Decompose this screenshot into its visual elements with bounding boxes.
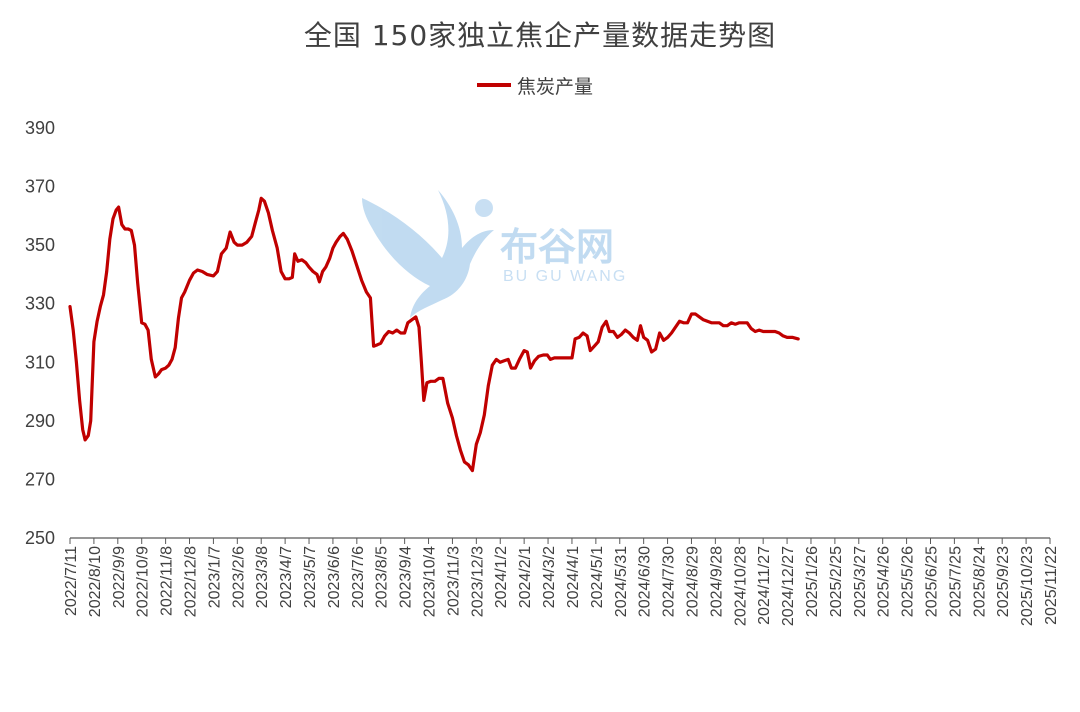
x-tick-label: 2023/6/6	[326, 546, 343, 608]
series-line-coke-output	[68, 196, 800, 473]
x-tick-label: 2024/12/27	[780, 546, 797, 626]
x-tick-label: 2023/12/3	[469, 546, 486, 617]
x-tick-label: 2024/1/2	[493, 546, 510, 608]
x-tick-label: 2023/3/8	[254, 546, 271, 608]
x-tick-label: 2025/1/26	[804, 546, 821, 617]
x-tick-label: 2024/9/28	[708, 546, 725, 617]
x-tick-label: 2022/10/9	[135, 546, 152, 617]
x-tick-label: 2025/5/26	[900, 546, 917, 617]
x-tick-label: 2023/10/4	[422, 546, 439, 617]
watermark: 布谷网 BU GU WANG	[362, 190, 627, 318]
x-tick-label: 2025/10/23	[1019, 546, 1036, 626]
x-tick-label: 2025/3/27	[852, 546, 869, 617]
x-tick-label: 2025/11/22	[1043, 546, 1060, 625]
x-tick-label: 2024/11/27	[756, 546, 773, 625]
x-tick-label: 2024/6/30	[637, 546, 654, 617]
y-tick-label: 270	[25, 469, 55, 489]
x-tick-label: 2025/6/25	[923, 546, 940, 617]
x-tick-label: 2022/12/8	[183, 546, 200, 617]
x-tick-label: 2023/5/7	[302, 546, 319, 608]
watermark-cn: 布谷网	[500, 225, 614, 269]
x-tick-label: 2023/8/5	[374, 546, 391, 608]
x-tick-label: 2023/7/6	[350, 546, 367, 608]
x-tick-label: 2024/4/1	[565, 546, 582, 608]
x-tick-label: 2022/9/9	[111, 546, 128, 608]
y-tick-label: 310	[25, 352, 55, 372]
x-tick-label: 2023/1/7	[206, 546, 223, 608]
x-tick-label: 2025/8/24	[971, 546, 988, 617]
x-tick-label: 2022/8/10	[87, 546, 104, 617]
x-tick-label: 2023/2/6	[230, 546, 247, 608]
x-tick-label: 2025/4/26	[876, 546, 893, 617]
series-layer	[68, 196, 800, 473]
legend-label: 焦炭产量	[517, 75, 594, 98]
x-tick-label: 2024/7/30	[661, 546, 678, 617]
y-tick-label: 390	[25, 118, 55, 138]
legend: 焦炭产量	[477, 72, 593, 98]
watermark-en: BU GU WANG	[503, 268, 627, 285]
chart-title: 全国 150家独立焦企产量数据走势图	[303, 19, 777, 52]
y-tick-label: 290	[25, 411, 55, 431]
x-tick-label: 2024/2/1	[517, 546, 534, 608]
x-tick-label: 2024/3/2	[541, 546, 558, 608]
x-tick-label: 2024/5/31	[613, 546, 630, 617]
x-tick-label: 2024/8/29	[684, 546, 701, 617]
x-tick-label: 2025/7/25	[947, 546, 964, 617]
x-tick-label: 2024/5/1	[589, 546, 606, 608]
x-tick-label: 2025/2/25	[828, 546, 845, 617]
flower-icon	[475, 199, 493, 217]
x-tick-label: 2024/10/28	[732, 546, 749, 626]
x-tick-label: 2025/9/23	[995, 546, 1012, 617]
x-tick-label: 2023/9/4	[398, 546, 415, 608]
y-tick-label: 330	[25, 294, 55, 314]
y-tick-label: 250	[25, 528, 55, 548]
x-tick-label: 2022/11/8	[159, 546, 176, 616]
x-tick-label: 2023/11/3	[445, 546, 462, 616]
dove-logo-icon	[362, 190, 494, 318]
y-tick-label: 370	[25, 177, 55, 197]
y-tick-label: 350	[25, 235, 55, 255]
x-tick-label: 2023/4/7	[278, 546, 295, 608]
x-axis: 2022/7/11 2022/8/10 2022/9/9 2022/10/9 2022/…	[63, 537, 1060, 626]
y-axis: 250 270 290 310 330 350 370 390	[25, 118, 55, 548]
legend-swatch	[477, 83, 511, 87]
x-tick-label: 2022/7/11	[63, 546, 80, 616]
